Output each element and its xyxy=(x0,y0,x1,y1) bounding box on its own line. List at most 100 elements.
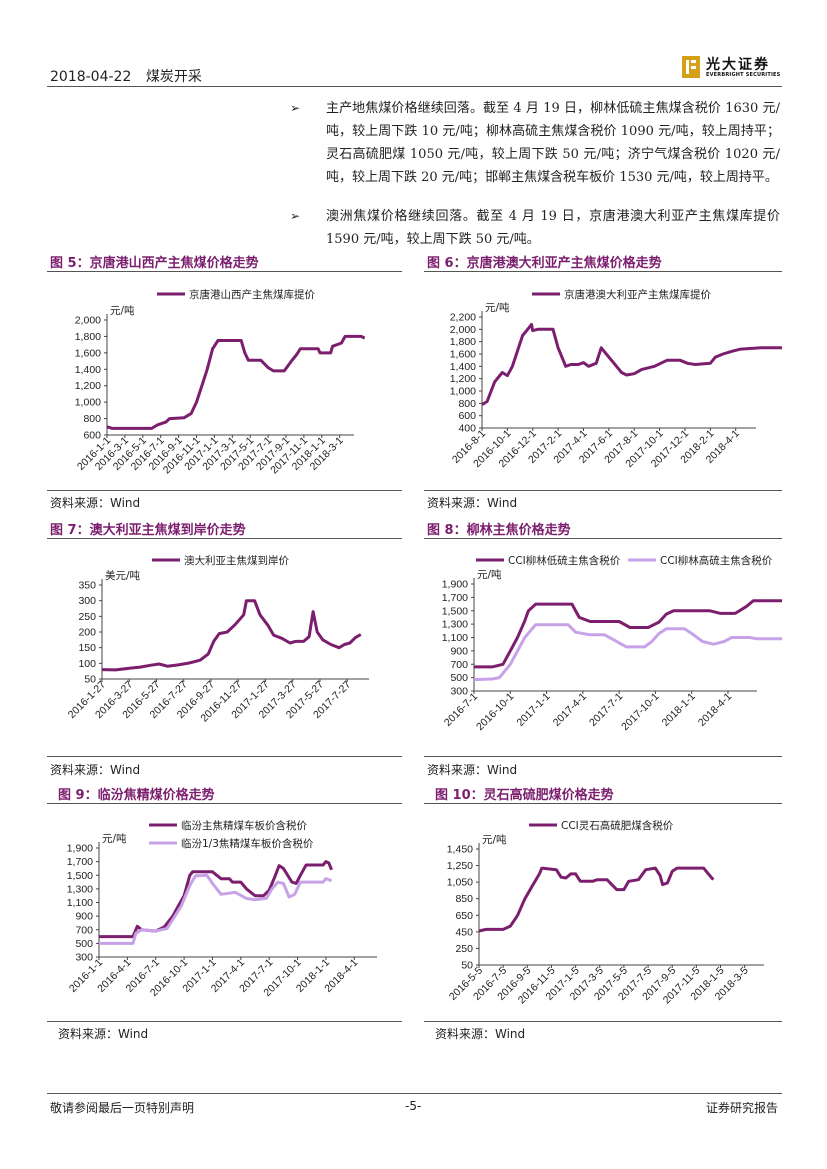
figure-source: 资料来源：Wind xyxy=(435,1027,526,1041)
legend-label: 京唐港澳大利亚产主焦煤库提价 xyxy=(564,288,711,301)
y-tick-label: 1,000 xyxy=(450,386,476,398)
y-tick-label: 1,450 xyxy=(447,844,473,856)
line-chart: 2,2002,0001,8001,6001,4001,2001,00080060… xyxy=(450,288,782,470)
y-tick-label: 1,250 xyxy=(447,860,473,872)
series-line xyxy=(99,873,333,945)
figure-title: 图 9：临汾焦精煤价格走势 xyxy=(58,788,215,803)
figure-rule xyxy=(424,538,782,539)
y-tick-label: 50 xyxy=(461,960,473,972)
y-tick-label: 300 xyxy=(75,952,93,964)
y-tick-label: 150 xyxy=(78,642,96,654)
y-tick-label: 1,100 xyxy=(67,897,93,909)
report-header: 2018-04-22 煤炭开采 xyxy=(50,66,212,86)
legend-label: CCI柳林低硫主焦含税价 xyxy=(508,554,621,567)
y-tick-label: 2,000 xyxy=(75,315,101,327)
legend-label: 京唐港山西产主焦煤库提价 xyxy=(189,288,315,301)
y-tick-label: 1,200 xyxy=(75,380,101,392)
y-axis-unit: 元/吨 xyxy=(482,833,507,846)
y-tick-label: 600 xyxy=(458,410,476,422)
logo-text-cn: 光大证券 xyxy=(706,57,770,73)
figure-rule xyxy=(424,271,782,272)
figure-source: 资料来源：Wind xyxy=(50,763,141,777)
y-tick-label: 1,700 xyxy=(442,592,468,604)
y-axis-unit: 元/吨 xyxy=(477,568,502,581)
y-tick-label: 250 xyxy=(455,943,473,955)
bullet-paragraph: ➢ 主产地焦煤价格继续回落。截至 4 月 19 日，柳林低硫主焦煤含税价 163… xyxy=(290,97,780,189)
y-tick-label: 1,900 xyxy=(67,843,93,855)
figure-source: 资料来源：Wind xyxy=(427,496,518,510)
footer-doc-type: 证券研究报告 xyxy=(706,1101,779,1115)
x-tick-label: 2017-1-1 xyxy=(514,691,552,729)
bullet-paragraph: ➢ 澳洲焦煤价格继续回落。截至 4 月 19 日，京唐港澳大利亚产主焦煤库提价 … xyxy=(290,205,780,251)
figure-source: 资料来源：Wind xyxy=(50,496,141,510)
legend-label: CCI灵石高硫肥煤含税价 xyxy=(561,819,674,832)
y-tick-label: 1,400 xyxy=(75,364,101,376)
bullet-arrow-icon: ➢ xyxy=(290,101,301,115)
y-tick-label: 500 xyxy=(450,672,468,684)
y-tick-label: 400 xyxy=(458,423,476,435)
y-axis-unit: 元/吨 xyxy=(485,301,510,314)
header-rule xyxy=(47,86,782,87)
legend-label: 临汾1/3焦精煤车板价含税价 xyxy=(181,837,314,850)
y-tick-label: 1,400 xyxy=(450,361,476,373)
y-tick-label: 2,200 xyxy=(450,312,476,324)
series-line xyxy=(106,334,366,430)
y-tick-label: 500 xyxy=(75,938,93,950)
x-tick-label: 2016-10-1 xyxy=(474,691,516,733)
series-line xyxy=(101,599,362,672)
y-tick-label: 1,050 xyxy=(447,877,473,889)
footer-disclaimer: 敬请参阅最后一页特别声明 xyxy=(50,1101,195,1115)
series-line xyxy=(99,860,333,939)
figure-rule xyxy=(47,271,402,272)
y-tick-label: 1,500 xyxy=(67,870,93,882)
figure-source: 资料来源：Wind xyxy=(427,763,518,777)
legend-label: 澳大利亚主焦煤到岸价 xyxy=(184,554,289,567)
paragraph-text: 澳洲焦煤价格继续回落。截至 4 月 19 日，京唐港澳大利亚产主焦煤库提价 15… xyxy=(326,209,780,247)
y-tick-label: 300 xyxy=(78,595,96,607)
y-axis-unit: 元/吨 xyxy=(110,304,135,317)
figure-title: 图 10：灵石高硫肥煤价格走势 xyxy=(435,788,614,803)
figure-rule xyxy=(47,538,402,539)
series-line xyxy=(478,866,715,933)
figure-foot-rule xyxy=(47,490,402,491)
series-line xyxy=(473,623,782,682)
figure-title: 图 5：京唐港山西产主焦煤价格走势 xyxy=(50,256,259,271)
figure-rule xyxy=(47,803,402,804)
y-tick-label: 1,200 xyxy=(450,373,476,385)
footer-rule xyxy=(47,1093,782,1094)
y-tick-label: 1,500 xyxy=(442,605,468,617)
y-tick-label: 800 xyxy=(83,413,101,425)
y-tick-label: 200 xyxy=(78,627,96,639)
y-tick-label: 2,000 xyxy=(450,324,476,336)
y-tick-label: 50 xyxy=(84,674,96,686)
y-tick-label: 1,600 xyxy=(450,349,476,361)
bullet-arrow-icon: ➢ xyxy=(290,209,301,223)
y-tick-label: 1,800 xyxy=(75,331,101,343)
y-tick-label: 700 xyxy=(75,924,93,936)
x-tick-label: 2018-1-1 xyxy=(660,691,698,729)
x-tick-label: 2018-4-1 xyxy=(696,691,734,729)
paragraph-text: 主产地焦煤价格继续回落。截至 4 月 19 日，柳林低硫主焦煤含税价 1630 … xyxy=(326,101,780,185)
legend-label: 临汾主焦精煤车板价含税价 xyxy=(181,819,307,832)
y-tick-label: 850 xyxy=(455,893,473,905)
y-tick-label: 900 xyxy=(450,645,468,657)
figure-foot-rule xyxy=(47,756,402,757)
x-tick-label: 2017-10-1 xyxy=(619,691,661,733)
figure-foot-rule xyxy=(424,490,782,491)
figure-foot-rule xyxy=(424,756,782,757)
report-sector: 煤炭开采 xyxy=(145,69,202,85)
y-tick-label: 250 xyxy=(78,611,96,623)
company-logo: 光大证券 EVERBRIGHT SECURITIES xyxy=(682,54,782,84)
report-date: 2018-04-22 xyxy=(50,69,132,85)
series-line xyxy=(481,322,782,406)
y-tick-label: 1,000 xyxy=(75,397,101,409)
y-tick-label: 1,900 xyxy=(442,579,468,591)
y-tick-label: 700 xyxy=(450,659,468,671)
line-chart: 35030025020015010050美元/吨2016-1-272016-3-… xyxy=(66,554,369,725)
y-tick-label: 350 xyxy=(78,580,96,592)
y-tick-label: 1,700 xyxy=(67,856,93,868)
y-tick-label: 450 xyxy=(455,926,473,938)
figure-source: 资料来源：Wind xyxy=(58,1027,149,1041)
figure-rule xyxy=(424,803,782,804)
